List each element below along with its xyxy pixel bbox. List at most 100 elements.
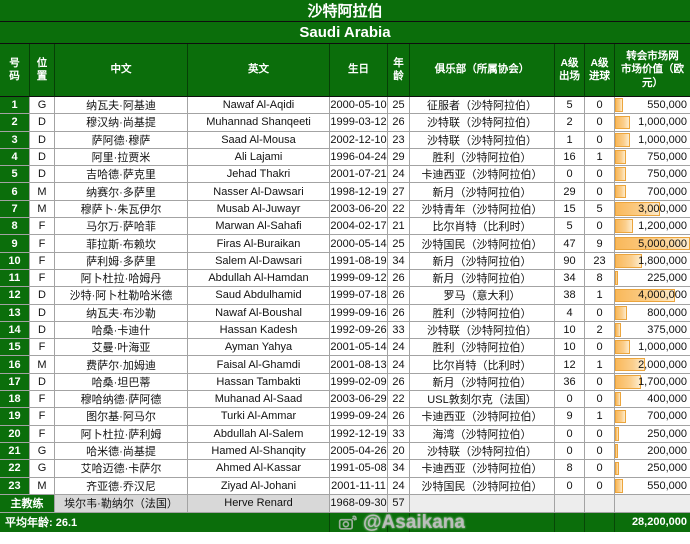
cell-en: Muhannad Shanqeeti xyxy=(188,114,330,132)
cell-birth: 1992-12-19 xyxy=(330,425,388,443)
cell-pos: D xyxy=(30,321,55,340)
cell-value: 550,000 xyxy=(615,97,690,115)
summary-spacer-caps xyxy=(555,512,585,532)
cell-cn: 萨利姆·多萨里 xyxy=(55,252,188,270)
cell-cn: 纳赛尔·多萨里 xyxy=(55,183,188,201)
col-header-goals: A级 进球 xyxy=(585,44,615,97)
cell-en: Marwan Al-Sahafi xyxy=(188,218,330,236)
cell-en: Turki Al-Ammar xyxy=(188,408,330,426)
cell-goals: 8 xyxy=(585,269,615,288)
value-bar xyxy=(615,253,642,268)
cell-pos: D xyxy=(30,373,55,392)
cell-club: 沙特联（沙特阿拉伯） xyxy=(410,114,555,132)
cell-club: 征服者（沙特阿拉伯） xyxy=(410,97,555,115)
cell-pos: M xyxy=(30,356,55,374)
cell-cn: 齐亚德·乔汉尼 xyxy=(55,477,188,495)
cell-pos: F xyxy=(30,425,55,443)
cell-pos: D xyxy=(30,304,55,322)
table-row: 15 F 艾曼·叶海亚 Ayman Yahya 2001-05-14 24 胜利（沙特阿拉伯… xyxy=(0,339,690,357)
cell-age: 26 xyxy=(388,287,410,305)
cell-goals: 1 xyxy=(585,287,615,305)
table-row: 2 D 穆汉纳·尚基提 Muhannad Shanqeeti 1999-03-12 26 沙… xyxy=(0,114,690,132)
value-bar xyxy=(615,392,621,407)
cell-birth: 1998-12-19 xyxy=(330,183,388,201)
cell-en: Saad Al-Mousa xyxy=(188,131,330,149)
coach-age: 57 xyxy=(388,494,410,513)
cell-caps: 12 xyxy=(555,356,585,374)
col-header-market-value: 转会市场网 市场价值（欧 元） xyxy=(615,44,690,97)
cell-age: 24 xyxy=(388,356,410,374)
cell-club: 胜利（沙特阿拉伯） xyxy=(410,148,555,167)
cell-club: 卡迪西亚（沙特阿拉伯） xyxy=(410,408,555,426)
value-text: 250,000 xyxy=(647,462,687,475)
cell-goals: 2 xyxy=(585,321,615,340)
cell-no: 18 xyxy=(0,391,30,409)
value-bar xyxy=(615,357,645,372)
cell-caps: 2 xyxy=(555,114,585,132)
table-row: 13 D 纳瓦夫·布沙勒 Nawaf Al-Boushal 1999-09-16 26 胜利… xyxy=(0,304,690,322)
cell-goals: 0 xyxy=(585,218,615,236)
value-bar xyxy=(615,98,624,112)
cell-goals: 5 xyxy=(585,200,615,219)
cell-no: 16 xyxy=(0,356,30,374)
cell-goals: 1 xyxy=(585,148,615,167)
cell-no: 17 xyxy=(0,373,30,392)
coach-caps xyxy=(555,494,585,513)
summary-spacer-club xyxy=(410,512,555,532)
cell-pos: M xyxy=(30,477,55,495)
cell-no: 8 xyxy=(0,218,30,236)
cell-cn: 马尔万·萨哈菲 xyxy=(55,218,188,236)
cell-no: 9 xyxy=(0,235,30,253)
cell-birth: 2005-04-26 xyxy=(330,442,388,461)
cell-no: 4 xyxy=(0,148,30,167)
value-text: 550,000 xyxy=(647,99,687,112)
table-row: 21 G 哈米德·尚基提 Hamed Al-Shanqity 2005-04-26 20 沙… xyxy=(0,442,690,461)
value-text: 2,000,000 xyxy=(638,358,687,371)
cell-pos: M xyxy=(30,200,55,219)
cell-club: 沙特国民（沙特阿拉伯） xyxy=(410,235,555,253)
cell-goals: 0 xyxy=(585,114,615,132)
value-bar xyxy=(615,202,660,216)
cell-pos: F xyxy=(30,408,55,426)
table-row: 3 D 萨阿德·穆萨 Saad Al-Mousa 2002-12-10 23 沙特联（沙特阿… xyxy=(0,131,690,149)
cell-pos: M xyxy=(30,183,55,201)
cell-en: Faisal Al-Ghamdi xyxy=(188,356,330,374)
cell-pos: D xyxy=(30,287,55,305)
cell-cn: 图尔基·阿马尔 xyxy=(55,408,188,426)
col-header-name-en: 英文 xyxy=(188,44,330,97)
cell-age: 24 xyxy=(388,166,410,184)
cell-cn: 纳瓦夫·布沙勒 xyxy=(55,304,188,322)
cell-goals: 0 xyxy=(585,373,615,392)
cell-birth: 1996-04-24 xyxy=(330,148,388,167)
value-text: 1,800,000 xyxy=(638,254,687,267)
value-text: 1,000,000 xyxy=(638,133,687,146)
table-row: 5 D 吉哈德·萨克里 Jehad Thakri 2001-07-21 24 卡迪西亚（沙特… xyxy=(0,166,690,184)
table-row: 8 F 马尔万·萨哈菲 Marwan Al-Sahafi 2004-02-17 21 比尔肖… xyxy=(0,218,690,236)
cell-cn: 哈米德·尚基提 xyxy=(55,442,188,461)
cell-no: 14 xyxy=(0,321,30,340)
cell-cn: 费萨尔·加姆迪 xyxy=(55,356,188,374)
cell-caps: 1 xyxy=(555,131,585,149)
cell-club: 海湾（沙特阿拉伯） xyxy=(410,425,555,443)
title-cn: 沙特阿拉伯 xyxy=(0,0,690,22)
cell-birth: 2003-06-29 xyxy=(330,391,388,409)
table-row: 12 D 沙特·阿卜杜勒哈米德 Saud Abdulhamid 1999-07-18 26… xyxy=(0,287,690,305)
cell-caps: 0 xyxy=(555,425,585,443)
cell-cn: 穆萨卜·朱瓦伊尔 xyxy=(55,200,188,219)
value-text: 750,000 xyxy=(647,151,687,164)
table-row: 16 M 费萨尔·加姆迪 Faisal Al-Ghamdi 2001-08-13 24 比尔… xyxy=(0,356,690,374)
cell-value: 2,000,000 xyxy=(615,356,690,374)
cell-no: 13 xyxy=(0,304,30,322)
cell-value: 4,000,000 xyxy=(615,287,690,305)
coach-name-en: Herve Renard xyxy=(188,494,330,513)
value-bar xyxy=(615,375,641,389)
average-age: 平均年龄: 26.1 xyxy=(0,512,330,532)
cell-caps: 10 xyxy=(555,321,585,340)
cell-value: 200,000 xyxy=(615,443,690,461)
value-text: 3,000,000 xyxy=(638,202,687,215)
title-cn-text: 沙特阿拉伯 xyxy=(307,3,383,20)
cell-value: 1,200,000 xyxy=(615,218,690,236)
cell-birth: 1999-03-12 xyxy=(330,114,388,132)
cell-en: Ali Lajami xyxy=(188,148,330,167)
